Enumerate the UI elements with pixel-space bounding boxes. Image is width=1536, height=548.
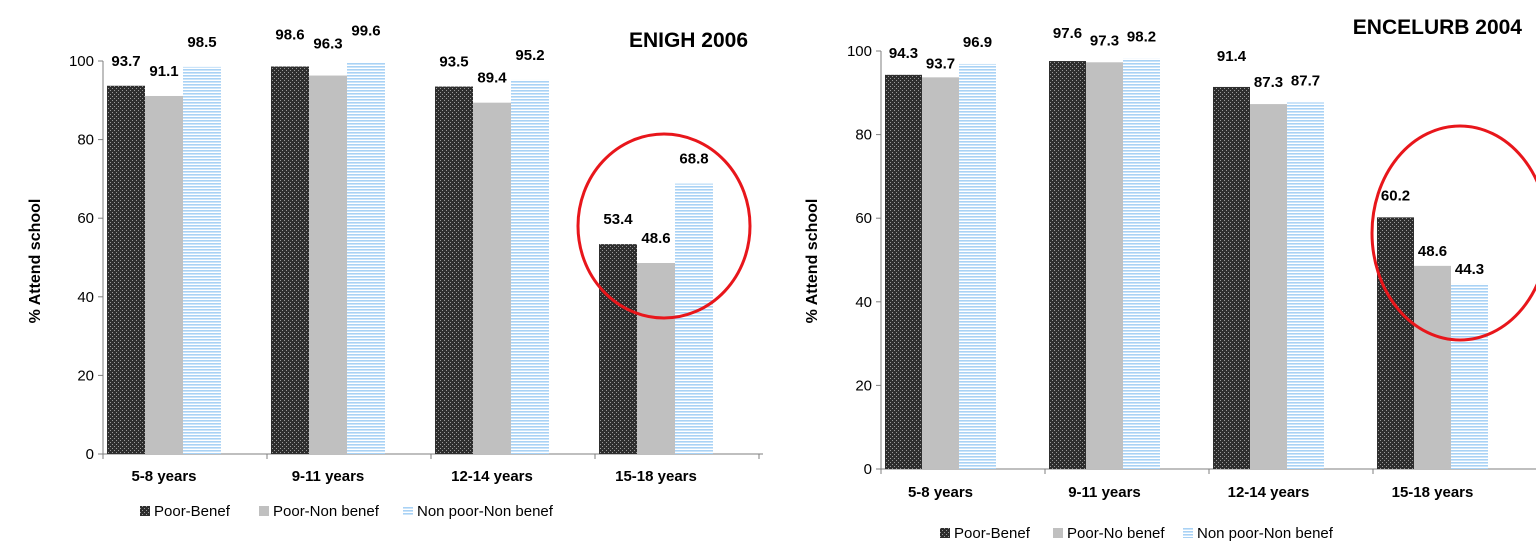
data-label: 89.4 bbox=[477, 70, 507, 87]
data-label: 93.5 bbox=[439, 54, 468, 71]
x-tick-label: 15-18 years bbox=[1392, 484, 1474, 501]
bar bbox=[183, 66, 221, 455]
data-label: 99.6 bbox=[351, 23, 380, 40]
data-label: 98.6 bbox=[275, 27, 304, 44]
highlight-circle bbox=[576, 132, 752, 320]
bar bbox=[309, 75, 347, 454]
legend-label: Non poor-Non benef bbox=[417, 503, 554, 520]
bar bbox=[1250, 104, 1287, 469]
legend-label: Poor-Non benef bbox=[273, 503, 380, 520]
bar bbox=[599, 244, 637, 454]
bar bbox=[511, 79, 549, 454]
legend-swatch bbox=[1053, 528, 1063, 538]
legend-label: Poor-Benef bbox=[154, 503, 231, 520]
x-tick-label: 15-18 years bbox=[615, 468, 697, 485]
bar bbox=[922, 77, 959, 470]
data-label: 98.5 bbox=[187, 34, 216, 51]
legend: Poor-Benef Poor-Non benef Non poor-Non ben… bbox=[140, 503, 554, 520]
bar bbox=[959, 63, 996, 469]
bar bbox=[1377, 217, 1414, 469]
y-tick-label: 40 bbox=[77, 289, 94, 306]
bar bbox=[1414, 265, 1451, 469]
chart-title: ENCELURB 2004 bbox=[1353, 16, 1523, 39]
legend-label: Poor-No benef bbox=[1067, 525, 1165, 542]
y-tick-label: 0 bbox=[864, 461, 872, 478]
chart-encelurb-2004: % Attend school ENCELURB 2004 0 20 40 60 80 1… bbox=[804, 16, 1536, 542]
bar bbox=[271, 66, 309, 454]
y-tick-label: 60 bbox=[77, 210, 94, 227]
bar bbox=[1123, 58, 1160, 470]
bar bbox=[675, 183, 713, 454]
y-tick-label: 80 bbox=[855, 127, 872, 144]
chart-enigh-2006: % Attend school ENIGH 2006 0 20 40 60 80 100 9… bbox=[27, 23, 763, 520]
data-label: 60.2 bbox=[1381, 187, 1410, 204]
x-tick-label: 12-14 years bbox=[1228, 484, 1310, 501]
y-tick-label: 0 bbox=[86, 446, 94, 463]
legend: Poor-Benef Poor-No benef Non poor-Non bene… bbox=[940, 525, 1334, 542]
y-axis-label: % Attend school bbox=[27, 199, 44, 324]
bar bbox=[145, 95, 183, 455]
data-label: 96.3 bbox=[313, 36, 342, 53]
x-tick-label: 5-8 years bbox=[908, 484, 973, 501]
y-tick-label: 20 bbox=[77, 367, 94, 384]
data-label: 48.6 bbox=[641, 230, 670, 247]
data-label: 87.7 bbox=[1291, 72, 1320, 89]
bar bbox=[637, 263, 675, 454]
bar bbox=[473, 102, 511, 455]
data-label: 44.3 bbox=[1455, 261, 1484, 278]
data-label: 95.2 bbox=[515, 47, 544, 64]
bar bbox=[1086, 62, 1123, 469]
y-tick-label: 40 bbox=[855, 294, 872, 311]
bar bbox=[347, 62, 385, 455]
bar bbox=[435, 86, 473, 455]
x-tick-label: 9-11 years bbox=[1068, 484, 1141, 501]
bar bbox=[1213, 86, 1250, 469]
bar bbox=[1049, 61, 1086, 469]
data-label: 93.7 bbox=[111, 53, 140, 70]
y-axis-label: % Attend school bbox=[804, 199, 821, 324]
highlight-circle bbox=[1370, 124, 1536, 342]
legend-swatch bbox=[259, 506, 269, 516]
x-tick-label: 9-11 years bbox=[292, 468, 365, 485]
legend-swatch bbox=[403, 506, 413, 516]
bar bbox=[1451, 283, 1488, 469]
bar bbox=[107, 85, 145, 454]
y-tick-label: 20 bbox=[855, 377, 872, 394]
data-label: 97.6 bbox=[1053, 25, 1082, 42]
data-label: 48.6 bbox=[1418, 243, 1447, 260]
data-label: 91.1 bbox=[149, 63, 178, 80]
y-tick-label: 60 bbox=[855, 210, 872, 227]
legend-swatch bbox=[1183, 528, 1193, 538]
data-label: 98.2 bbox=[1127, 29, 1156, 46]
data-label: 97.3 bbox=[1090, 32, 1119, 49]
legend-label: Poor-Benef bbox=[954, 525, 1031, 542]
bar bbox=[885, 74, 922, 470]
x-tick-label: 5-8 years bbox=[131, 468, 196, 485]
y-tick-label: 100 bbox=[69, 53, 94, 70]
x-tick-label: 12-14 years bbox=[451, 468, 533, 485]
legend-swatch bbox=[140, 506, 150, 516]
legend-swatch bbox=[940, 528, 950, 538]
data-label: 93.7 bbox=[926, 55, 955, 72]
chart-title: ENIGH 2006 bbox=[629, 29, 748, 52]
data-label: 53.4 bbox=[603, 211, 633, 228]
y-tick-label: 80 bbox=[77, 132, 94, 149]
data-label: 68.8 bbox=[679, 151, 708, 168]
bar bbox=[1287, 102, 1324, 469]
data-label: 96.9 bbox=[963, 34, 992, 51]
legend-label: Non poor-Non benef bbox=[1197, 525, 1334, 542]
data-label: 91.4 bbox=[1217, 48, 1247, 65]
data-label: 94.3 bbox=[889, 45, 918, 62]
y-tick-label: 100 bbox=[847, 43, 872, 60]
data-label: 87.3 bbox=[1254, 74, 1283, 91]
